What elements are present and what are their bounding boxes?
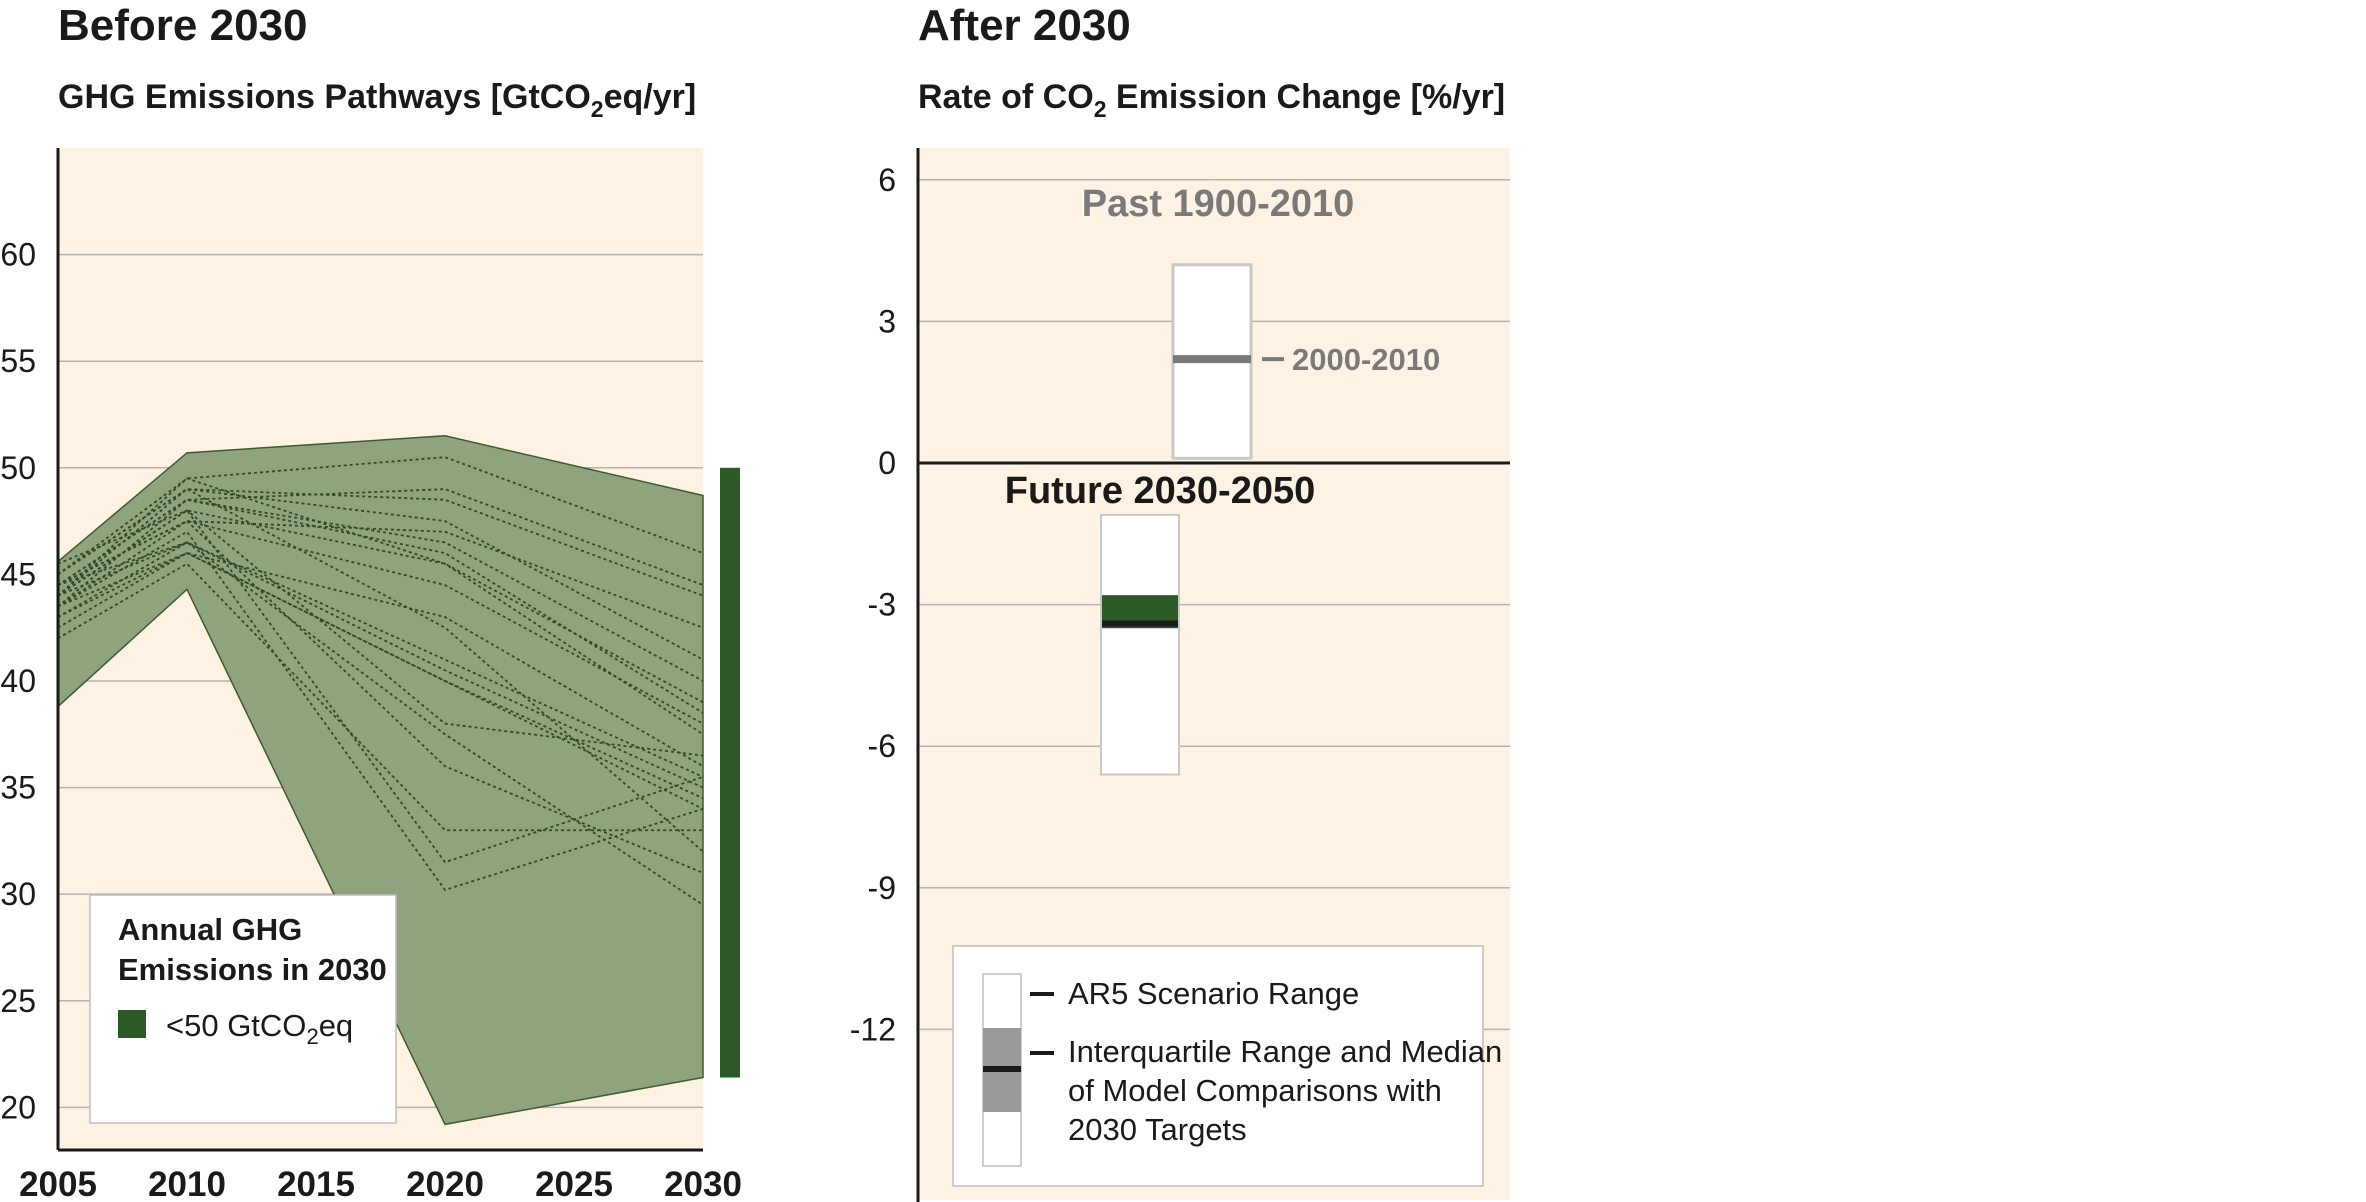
legend-item2-line3: 2030 Targets	[1068, 1112, 1247, 1147]
left-x-tick-label: 2020	[406, 1165, 484, 1202]
left-x-tick-label: 2005	[19, 1165, 97, 1202]
past-period-label: Past 1900-2010	[1082, 183, 1355, 225]
left-legend-box	[89, 894, 397, 1124]
pathway-line	[57, 552, 704, 768]
left-legend-swatch	[118, 1010, 146, 1038]
pathway-line	[57, 530, 704, 891]
right-y-tick-label: -9	[868, 870, 896, 906]
left-y-tick-label: 45	[0, 556, 36, 592]
legend-item2-line2: of Model Comparisons with	[1068, 1073, 1442, 1108]
pathway-line	[57, 488, 704, 661]
left-legend-title-line1: Annual GHG	[118, 912, 302, 947]
left-x-tick-label: 2010	[148, 1165, 226, 1202]
right-legend: AR5 Scenario Range Interquartile Range a…	[952, 945, 1502, 1187]
left-y-tick-label: 55	[0, 343, 36, 379]
right-header: After 2030	[918, 1, 1131, 50]
right-y-tick-label: -12	[850, 1011, 896, 1047]
pathway-line	[57, 509, 704, 757]
left-y-tick-labels: 20 25 30 35 40 45 50 55 60	[0, 237, 36, 1126]
left-side-range-bar	[720, 467, 740, 1078]
left-y-tick-label: 60	[0, 237, 36, 273]
right-y-tick-label: 3	[878, 303, 896, 339]
left-y-tick-label: 20	[0, 1089, 36, 1125]
left-subtitle: GHG Emissions Pathways [GtCO2eq/yr]	[58, 78, 696, 122]
right-y-tick-labels: 6 3 0 -3 -6 -9 -12	[850, 162, 896, 1048]
right-subtitle: Rate of CO2 Emission Change [%/yr]	[918, 78, 1505, 122]
left-legend: Annual GHG Emissions in 2030 <50 GtCO2eq	[89, 894, 397, 1124]
pathway-line	[57, 456, 704, 576]
right-y-tick-label: 0	[878, 445, 896, 481]
right-y-tick-label: -3	[868, 587, 896, 623]
left-y-tick-label: 50	[0, 450, 36, 486]
right-panel: After 2030 Rate of CO2 Emission Change […	[850, 1, 1510, 1202]
pathway-line	[57, 477, 704, 736]
decade-label: 2000-2010	[1292, 342, 1440, 377]
left-x-tick-label: 2015	[277, 1165, 355, 1202]
pathway-line	[57, 541, 704, 789]
left-x-tick-label: 2030	[664, 1165, 742, 1202]
pathway-line	[57, 488, 704, 597]
left-y-tick-label: 30	[0, 876, 36, 912]
left-y-tick-label: 25	[0, 983, 36, 1019]
left-x-tick-labels: 2005 2010 2015 2020 2025 2030	[19, 1165, 742, 1202]
pathway-line	[57, 488, 704, 853]
right-y-tick-label: 6	[878, 162, 896, 198]
left-pathway-lines	[57, 456, 704, 906]
right-legend-box	[952, 945, 1484, 1187]
left-y-tick-label: 40	[0, 663, 36, 699]
scenario-range-envelope	[57, 435, 704, 1126]
pathway-line	[57, 520, 704, 725]
pathway-line	[57, 541, 704, 778]
left-y-tick-label: 35	[0, 770, 36, 806]
pathway-line	[57, 541, 704, 906]
future-period-label: Future 2030-2050	[1005, 470, 1316, 512]
left-header: Before 2030	[58, 1, 307, 50]
left-x-tick-label: 2025	[535, 1165, 613, 1202]
pathway-line	[57, 509, 704, 704]
left-panel: Before 2030 GHG Emissions Pathways [GtCO…	[0, 1, 742, 1202]
left-legend-item-label: <50 GtCO2eq	[166, 1008, 353, 1049]
pathway-line	[57, 562, 703, 832]
legend-item2-line1: Interquartile Range and Median	[1068, 1034, 1502, 1069]
legend-item1-label: AR5 Scenario Range	[1068, 976, 1359, 1011]
future-range-box	[1100, 513, 1180, 776]
left-scenario-range	[57, 435, 704, 1126]
left-legend-title-line2: Emissions in 2030	[118, 952, 387, 987]
right-y-tick-label: -6	[868, 728, 896, 764]
